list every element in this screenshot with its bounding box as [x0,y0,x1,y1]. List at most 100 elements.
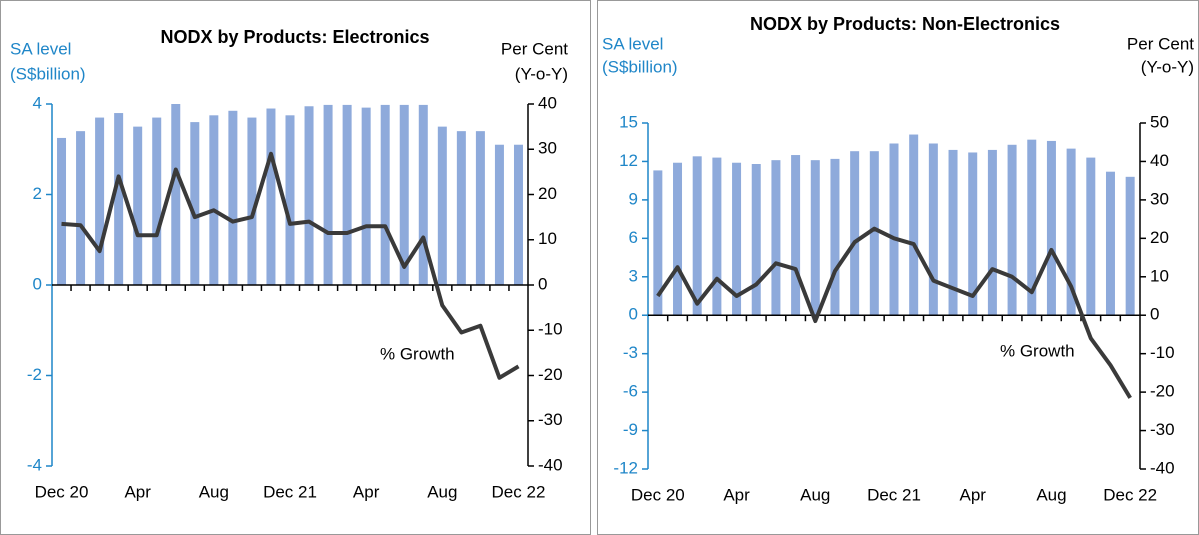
bar [475,131,485,285]
y2-tick-label: 30 [1150,189,1169,208]
y2-tick-label: 20 [538,184,557,203]
y2-tick-label: 50 [1150,112,1169,131]
bar [171,104,181,285]
bar [968,152,978,316]
annotation: % Growth [1000,341,1075,360]
y2-axis-label: Per Cent [1127,34,1194,53]
growth-line [656,226,1132,399]
y-axis-label: SA level [10,39,71,58]
bar [1027,139,1037,316]
chart-title: NODX by Products: Electronics [160,27,429,47]
annotation: % Growth [380,344,455,363]
bar [190,122,200,285]
bar [285,115,295,285]
x-tick-label: Dec 20 [35,482,89,501]
bar [418,104,428,285]
bar [1086,157,1096,316]
y2-tick-label: 40 [538,93,557,112]
y2-tick-label: 40 [1150,151,1169,170]
y2-tick-label: -20 [538,365,563,384]
x-tick-label: Aug [199,482,229,501]
bar [361,107,371,286]
bar [653,170,663,316]
y-tick-label: 0 [629,305,638,324]
bar [712,157,722,316]
x-tick-label: Apr [959,485,986,504]
y-tick-label: -4 [27,455,42,474]
y2-tick-label: -10 [538,320,563,339]
bar [114,113,124,285]
y-axis-label: SA level [602,34,663,53]
bar [1105,171,1115,316]
bar [673,162,683,316]
bar [732,162,742,316]
bar [456,131,466,285]
bar [152,117,162,285]
bar [1007,144,1017,316]
bar [133,126,143,285]
y2-tick-label: -40 [538,455,563,474]
y-tick-label: 0 [33,274,42,293]
y-tick-label: 9 [629,189,638,208]
y2-tick-label: 20 [1150,228,1169,247]
y2-tick-label: -30 [1150,420,1175,439]
bar [76,131,86,285]
y2-tick-label: -40 [1150,458,1175,477]
y2-tick-label: 10 [1150,266,1169,285]
bar [494,144,504,285]
bar [1066,148,1076,316]
y2-tick-label: 30 [538,139,557,158]
growth-line [61,151,520,380]
y2-tick-label: 0 [1150,305,1159,324]
y-tick-label: -2 [27,365,42,384]
y2-tick-label: -30 [538,410,563,429]
bar [948,149,958,316]
bar [692,156,702,316]
bar [987,149,997,316]
bar [909,134,919,316]
bar [869,151,879,316]
x-tick-label: Dec 22 [1103,485,1157,504]
bar [342,104,352,285]
x-tick-label: Apr [723,485,750,504]
y2-axis-label: (Y-o-Y) [1141,57,1194,76]
y-tick-label: -3 [623,343,638,362]
x-tick-label: Dec 22 [492,482,546,501]
bar [513,144,523,285]
x-tick-label: Dec 21 [263,482,317,501]
y2-axis-label: Per Cent [501,39,568,58]
bar [209,115,219,285]
bar [247,117,257,285]
bar [928,143,938,316]
y-tick-label: 4 [33,93,42,112]
y2-tick-label: -10 [1150,343,1175,362]
y-tick-label: 2 [33,184,42,203]
bar [771,160,781,316]
bar [810,160,820,316]
y2-tick-label: 10 [538,229,557,248]
bar [437,126,447,285]
y-tick-label: 15 [619,112,638,131]
y-tick-label: -9 [623,420,638,439]
bar [323,104,333,285]
bar [850,151,860,316]
bar [830,158,840,316]
x-tick-label: Aug [1036,485,1066,504]
bar [751,164,761,316]
bar [1125,176,1135,316]
y-tick-label: 3 [629,266,638,285]
bar [791,155,801,316]
bar [399,104,409,285]
bar [266,108,276,286]
bar [95,117,105,285]
x-tick-label: Aug [427,482,457,501]
bar [380,104,390,285]
bar [57,137,67,285]
y-tick-label: 6 [629,228,638,247]
x-tick-label: Aug [800,485,830,504]
y-tick-label: -12 [613,458,638,477]
y-axis-label: (S$billion) [10,64,86,83]
x-tick-label: Dec 20 [631,485,685,504]
bar [304,106,314,285]
